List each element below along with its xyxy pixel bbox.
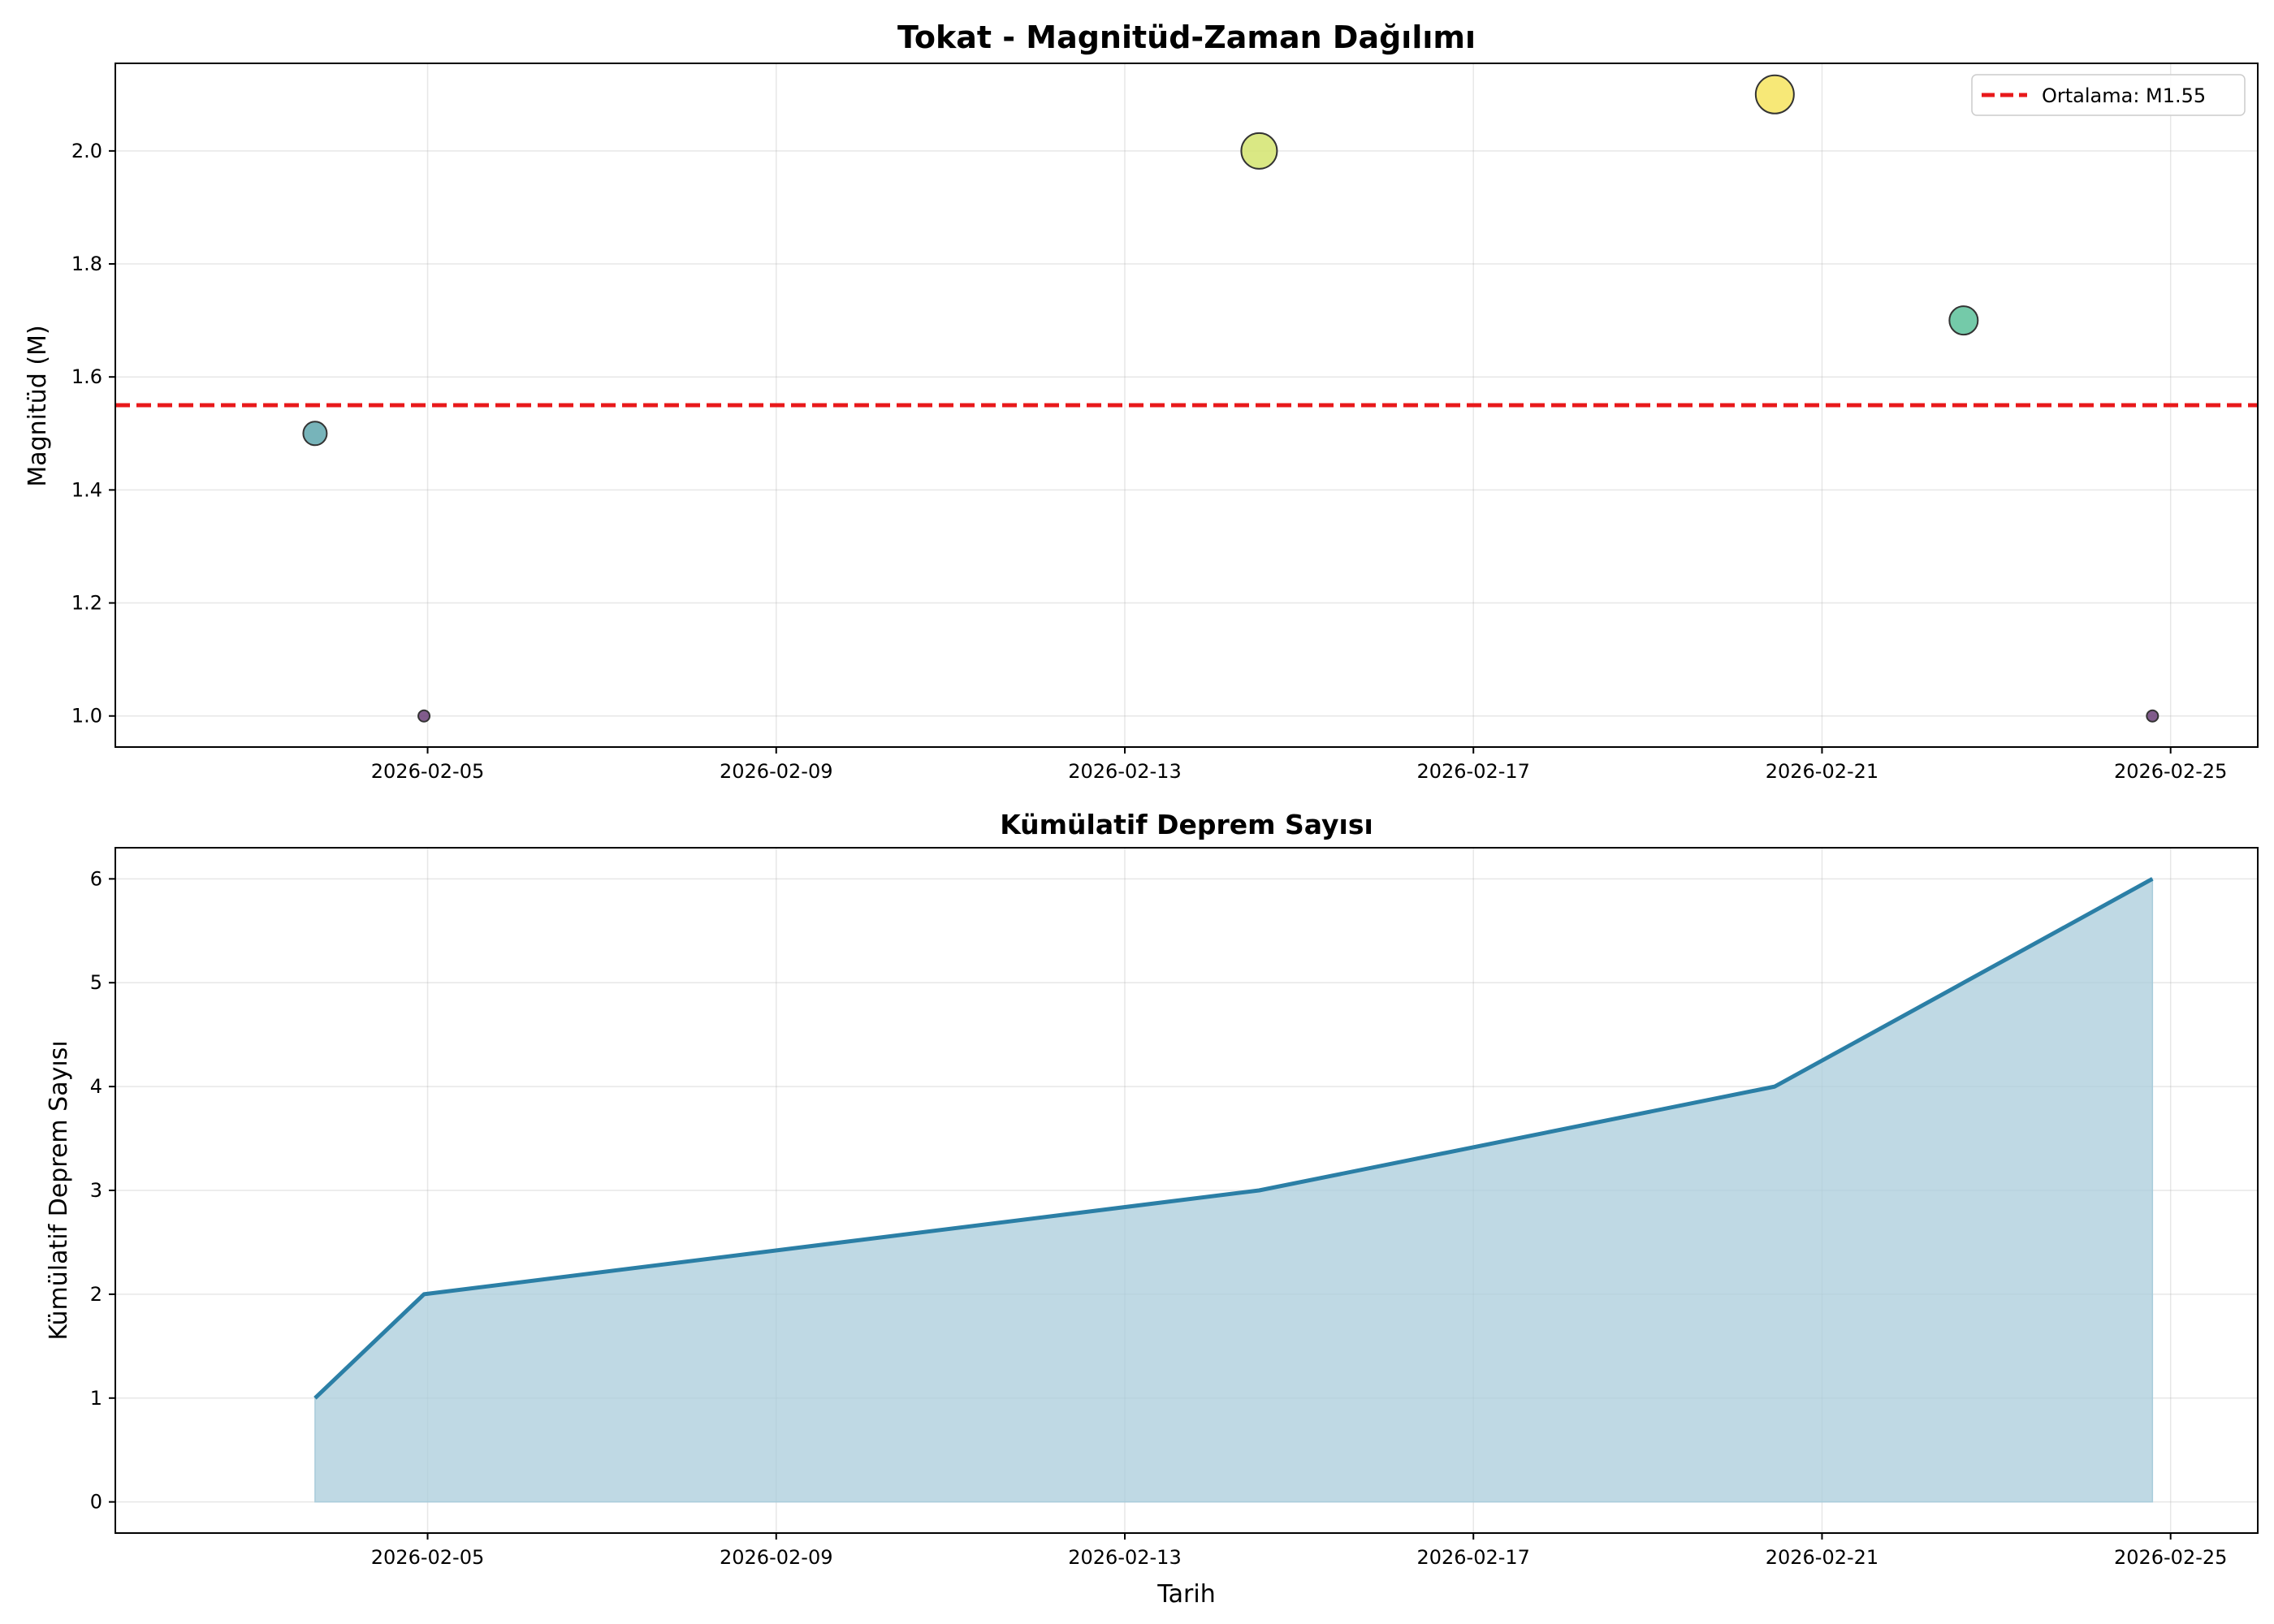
- x-tick-label: 2026-02-13: [1068, 1546, 1181, 1569]
- y-tick-label: 4: [90, 1075, 102, 1098]
- y-tick-label: 1.2: [71, 592, 102, 615]
- x-axis-ticks: 2026-02-05 2026-02-09 2026-02-13 2026-02-17…: [371, 747, 2227, 783]
- y-axis-ticks: 0 1 2 3 4 5 6: [90, 867, 115, 1514]
- legend: Ortalama: M1.55: [1971, 74, 2246, 116]
- x-tick-label: 2026-02-09: [720, 1546, 832, 1569]
- series-line: [313, 877, 2154, 1400]
- x-tick-label: 2026-02-05: [371, 1546, 484, 1569]
- chart-title: Tokat - Magnitüd-Zaman Dağılımı: [897, 19, 1476, 55]
- x-tick-label: 2026-02-21: [1766, 1546, 1878, 1569]
- y-tick-label: 1.8: [71, 253, 102, 275]
- x-axis-label: Tarih: [1156, 1580, 1215, 1609]
- plot-frame: [115, 63, 2259, 748]
- x-tick-label: 2026-02-21: [1766, 760, 1878, 783]
- x-tick-label: 2026-02-17: [1416, 1546, 1529, 1569]
- data-points: [302, 74, 2159, 723]
- y-tick-label: 1.4: [71, 478, 102, 501]
- legend-label-mean: Ortalama: M1.55: [2042, 84, 2206, 107]
- data-point: [1240, 132, 1278, 170]
- y-tick-label: 2.0: [71, 140, 102, 162]
- y-tick-label: 3: [90, 1179, 102, 1202]
- x-tick-label: 2026-02-25: [2114, 760, 2227, 783]
- x-axis-ticks: 2026-02-05 2026-02-09 2026-02-13 2026-02-17…: [371, 1533, 2227, 1569]
- y-tick-label: 1.6: [71, 365, 102, 388]
- y-tick-label: 5: [90, 971, 102, 994]
- cumulative-count-chart: Kümülatif Deprem Sayısı 2026-02-05 2026-0…: [45, 809, 2259, 1609]
- x-tick-label: 2026-02-25: [2114, 1546, 2227, 1569]
- y-axis-ticks: 1.0 1.2 1.4 1.6 1.8 2.0: [71, 140, 115, 728]
- y-tick-label: 6: [90, 867, 102, 890]
- data-point: [2146, 709, 2159, 723]
- cumulative-series: [313, 877, 2154, 1503]
- data-point: [1948, 305, 1979, 336]
- legend-box: [1971, 74, 2246, 116]
- x-tick-label: 2026-02-05: [371, 760, 484, 783]
- x-tick-label: 2026-02-17: [1416, 760, 1529, 783]
- data-point: [1754, 74, 1795, 114]
- magnitude-time-chart: Tokat - Magnitüd-Zaman Dağılımı 2026-02-…: [24, 19, 2259, 783]
- chart-title: Kümülatif Deprem Sayısı: [1000, 809, 1373, 840]
- y-tick-label: 0: [90, 1491, 102, 1514]
- data-point: [302, 421, 328, 447]
- y-tick-label: 2: [90, 1283, 102, 1306]
- data-point: [417, 709, 431, 723]
- y-tick-label: 1: [90, 1387, 102, 1410]
- y-axis-label: Kümülatif Deprem Sayısı: [45, 1040, 73, 1340]
- y-axis-label: Magnitüd (M): [24, 325, 52, 486]
- x-tick-label: 2026-02-13: [1068, 760, 1181, 783]
- x-tick-label: 2026-02-09: [720, 760, 832, 783]
- grid: [115, 63, 2258, 747]
- y-tick-label: 1.0: [71, 705, 102, 728]
